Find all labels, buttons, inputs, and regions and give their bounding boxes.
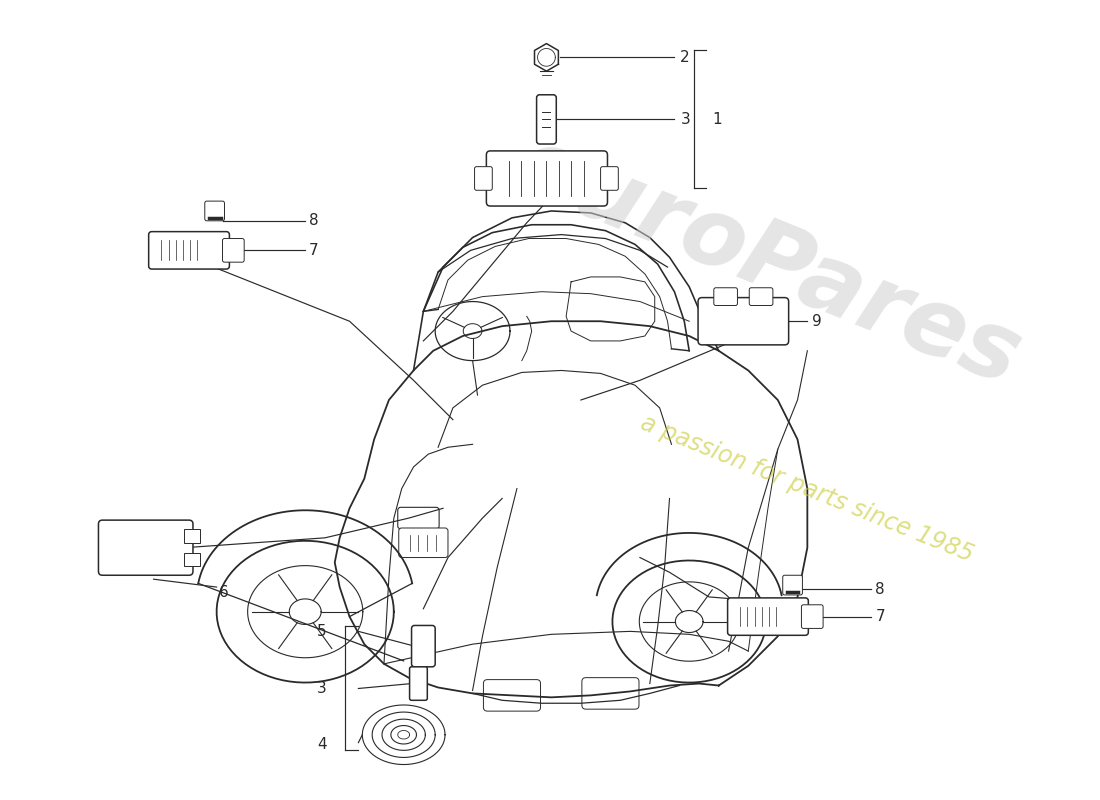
FancyBboxPatch shape (783, 575, 802, 595)
FancyBboxPatch shape (474, 166, 493, 190)
FancyBboxPatch shape (714, 288, 737, 306)
Text: 3: 3 (317, 681, 327, 696)
Text: 2: 2 (680, 50, 690, 65)
Text: 5: 5 (317, 624, 327, 639)
FancyBboxPatch shape (399, 528, 448, 558)
FancyBboxPatch shape (582, 678, 639, 709)
FancyBboxPatch shape (99, 520, 192, 575)
Text: 3: 3 (680, 112, 690, 127)
FancyBboxPatch shape (802, 605, 823, 629)
Text: 6: 6 (219, 586, 229, 601)
FancyBboxPatch shape (601, 166, 618, 190)
Text: 8: 8 (876, 582, 884, 597)
FancyBboxPatch shape (184, 553, 200, 566)
FancyBboxPatch shape (398, 507, 439, 529)
Text: 8: 8 (309, 214, 319, 228)
FancyBboxPatch shape (409, 667, 427, 700)
Text: 1: 1 (712, 112, 722, 127)
FancyBboxPatch shape (537, 94, 557, 144)
FancyBboxPatch shape (486, 151, 607, 206)
FancyBboxPatch shape (184, 529, 200, 542)
Text: a passion for parts since 1985: a passion for parts since 1985 (637, 410, 977, 566)
FancyBboxPatch shape (698, 298, 789, 345)
FancyBboxPatch shape (727, 598, 808, 635)
Text: 7: 7 (876, 609, 884, 624)
Text: 9: 9 (812, 314, 822, 329)
FancyBboxPatch shape (411, 626, 436, 667)
FancyBboxPatch shape (483, 680, 540, 711)
FancyBboxPatch shape (205, 201, 224, 221)
FancyBboxPatch shape (749, 288, 773, 306)
FancyBboxPatch shape (148, 232, 230, 269)
Text: euroPares: euroPares (502, 119, 1034, 406)
Text: 4: 4 (317, 737, 327, 752)
FancyBboxPatch shape (222, 238, 244, 262)
Text: 7: 7 (309, 243, 319, 258)
